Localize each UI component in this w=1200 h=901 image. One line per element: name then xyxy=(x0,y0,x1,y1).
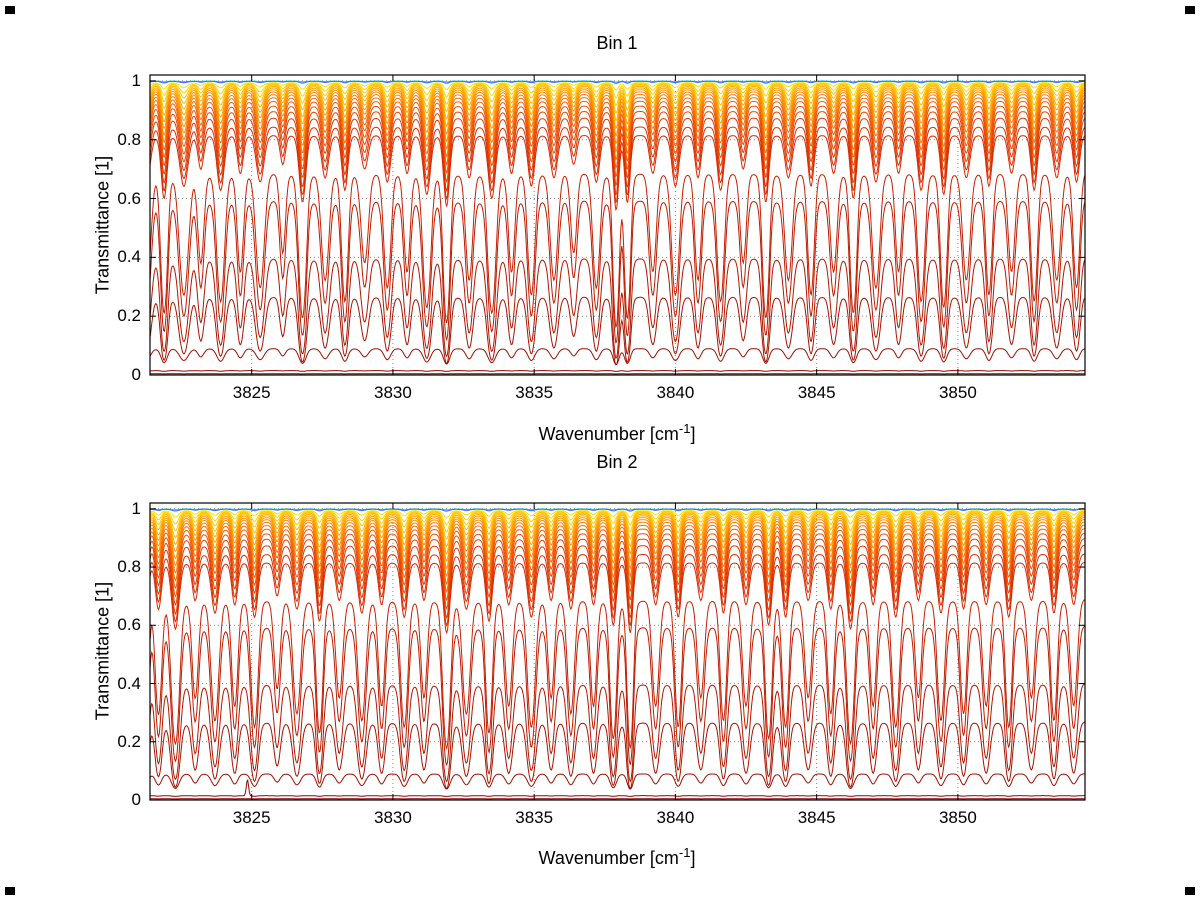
spectra-curves xyxy=(150,508,1085,800)
chart-title-bin2: Bin 2 xyxy=(596,452,638,472)
axes-box xyxy=(149,502,1086,801)
spectrum-curve xyxy=(150,94,1085,153)
spectrum-curve xyxy=(150,82,1085,91)
spectrum-curve xyxy=(150,80,1085,84)
x-axis-label-text: Wavenumber [cm xyxy=(538,424,679,444)
x-tick-label: 3850 xyxy=(938,383,977,402)
corner-mark xyxy=(1185,6,1195,14)
spectrum-curve xyxy=(150,625,1085,767)
x-axis-label-bin1: Wavenumber [cm-1] xyxy=(539,421,696,445)
spectrum-curve xyxy=(150,778,1085,797)
x-axis-label-superscript: -1 xyxy=(678,421,691,436)
x-tick-label: 3830 xyxy=(374,808,412,827)
spectrum-curve xyxy=(150,135,1085,211)
spectrum-curve xyxy=(150,773,1085,790)
y-tick-label: 0 xyxy=(131,790,141,809)
y-tick-label: 1 xyxy=(131,70,141,90)
x-tick-label: 3845 xyxy=(797,808,836,827)
spectrum-curve xyxy=(150,512,1085,541)
x-tick-label: 3835 xyxy=(515,808,554,827)
spectrum-curve xyxy=(150,561,1085,635)
y-tick-label: 0 xyxy=(131,365,141,384)
spectrum-curve xyxy=(150,532,1085,602)
y-tick-label: 0.6 xyxy=(117,615,141,635)
spectrum-curve xyxy=(150,544,1085,620)
x-tick-label: 3840 xyxy=(656,383,695,402)
spectrum-curve xyxy=(150,200,1085,344)
y-tick-label: 0.2 xyxy=(117,306,141,326)
x-tick-label: 3835 xyxy=(515,383,554,402)
spectrum-curve xyxy=(150,721,1085,790)
y-tick-label: 0.4 xyxy=(117,673,141,693)
spectrum-curve xyxy=(150,89,1085,137)
spectrum-curve xyxy=(150,511,1085,533)
spectrum-curve xyxy=(150,528,1085,594)
x-axis-label-suffix: ] xyxy=(690,848,696,868)
spectrum-curve xyxy=(150,513,1085,548)
x-tick-label: 3840 xyxy=(656,808,695,827)
corner-mark xyxy=(1185,887,1195,895)
spectrum-curve xyxy=(150,105,1085,178)
chart-title-bin1: Bin 1 xyxy=(596,33,638,53)
spectrum-curve xyxy=(150,598,1085,751)
spectrum-curve xyxy=(150,524,1085,586)
spectrum-curve xyxy=(150,83,1085,106)
x-axis-label-superscript: -1 xyxy=(678,845,691,860)
axes-box xyxy=(149,74,1086,376)
spectrum-curve xyxy=(150,85,1085,122)
x-tick-label: 3850 xyxy=(938,808,977,827)
spectrum-curve xyxy=(150,82,1085,99)
spectrum-curve xyxy=(150,510,1085,526)
spectrum-curve xyxy=(150,683,1085,783)
y-axis-label-bin1: Transmittance [1] xyxy=(92,155,113,295)
y-axis-label-bin2: Transmittance [1] xyxy=(92,581,113,721)
spectrum-curve xyxy=(150,515,1085,555)
y-tick-label: 0.4 xyxy=(117,247,141,267)
spectrum-curve xyxy=(150,521,1085,578)
y-tick-label: 0.2 xyxy=(117,731,141,751)
corner-mark xyxy=(5,887,15,895)
x-axis-label-suffix: ] xyxy=(690,424,696,444)
spectrum-curve xyxy=(150,296,1085,366)
y-tick-label: 0.6 xyxy=(117,188,141,208)
spectrum-curve xyxy=(150,538,1085,611)
x-tick-label: 3845 xyxy=(797,383,836,402)
x-axis-label-text: Wavenumber [cm xyxy=(538,848,679,868)
spectrum-curve xyxy=(150,370,1085,372)
spectrum-curve xyxy=(150,87,1085,130)
spectrum-curve xyxy=(150,110,1085,187)
corner-mark xyxy=(5,6,15,14)
spectrum-curve xyxy=(150,553,1085,627)
spectrum-curve xyxy=(150,84,1085,114)
spectrum-curve xyxy=(150,100,1085,169)
x-tick-label: 3825 xyxy=(232,808,271,827)
spectrum-curve xyxy=(150,91,1085,145)
spectrum-curve xyxy=(150,348,1085,366)
y-tick-label: 0.8 xyxy=(117,129,141,149)
spectra-curves xyxy=(150,80,1085,375)
spectrum-curve xyxy=(150,97,1085,161)
spectrum-curve xyxy=(150,173,1085,329)
y-tick-label: 0.8 xyxy=(117,557,141,577)
spectrum-curve xyxy=(150,516,1085,563)
spectrum-curve xyxy=(150,518,1085,571)
spectrum-curve xyxy=(150,510,1085,519)
x-axis-label-bin2: Wavenumber [cm-1] xyxy=(539,845,696,869)
spectrum-curve xyxy=(150,508,1085,512)
x-tick-label: 3830 xyxy=(374,383,412,402)
x-tick-label: 3825 xyxy=(232,383,271,402)
y-tick-label: 1 xyxy=(131,498,141,518)
spectrum-curve xyxy=(150,258,1085,360)
